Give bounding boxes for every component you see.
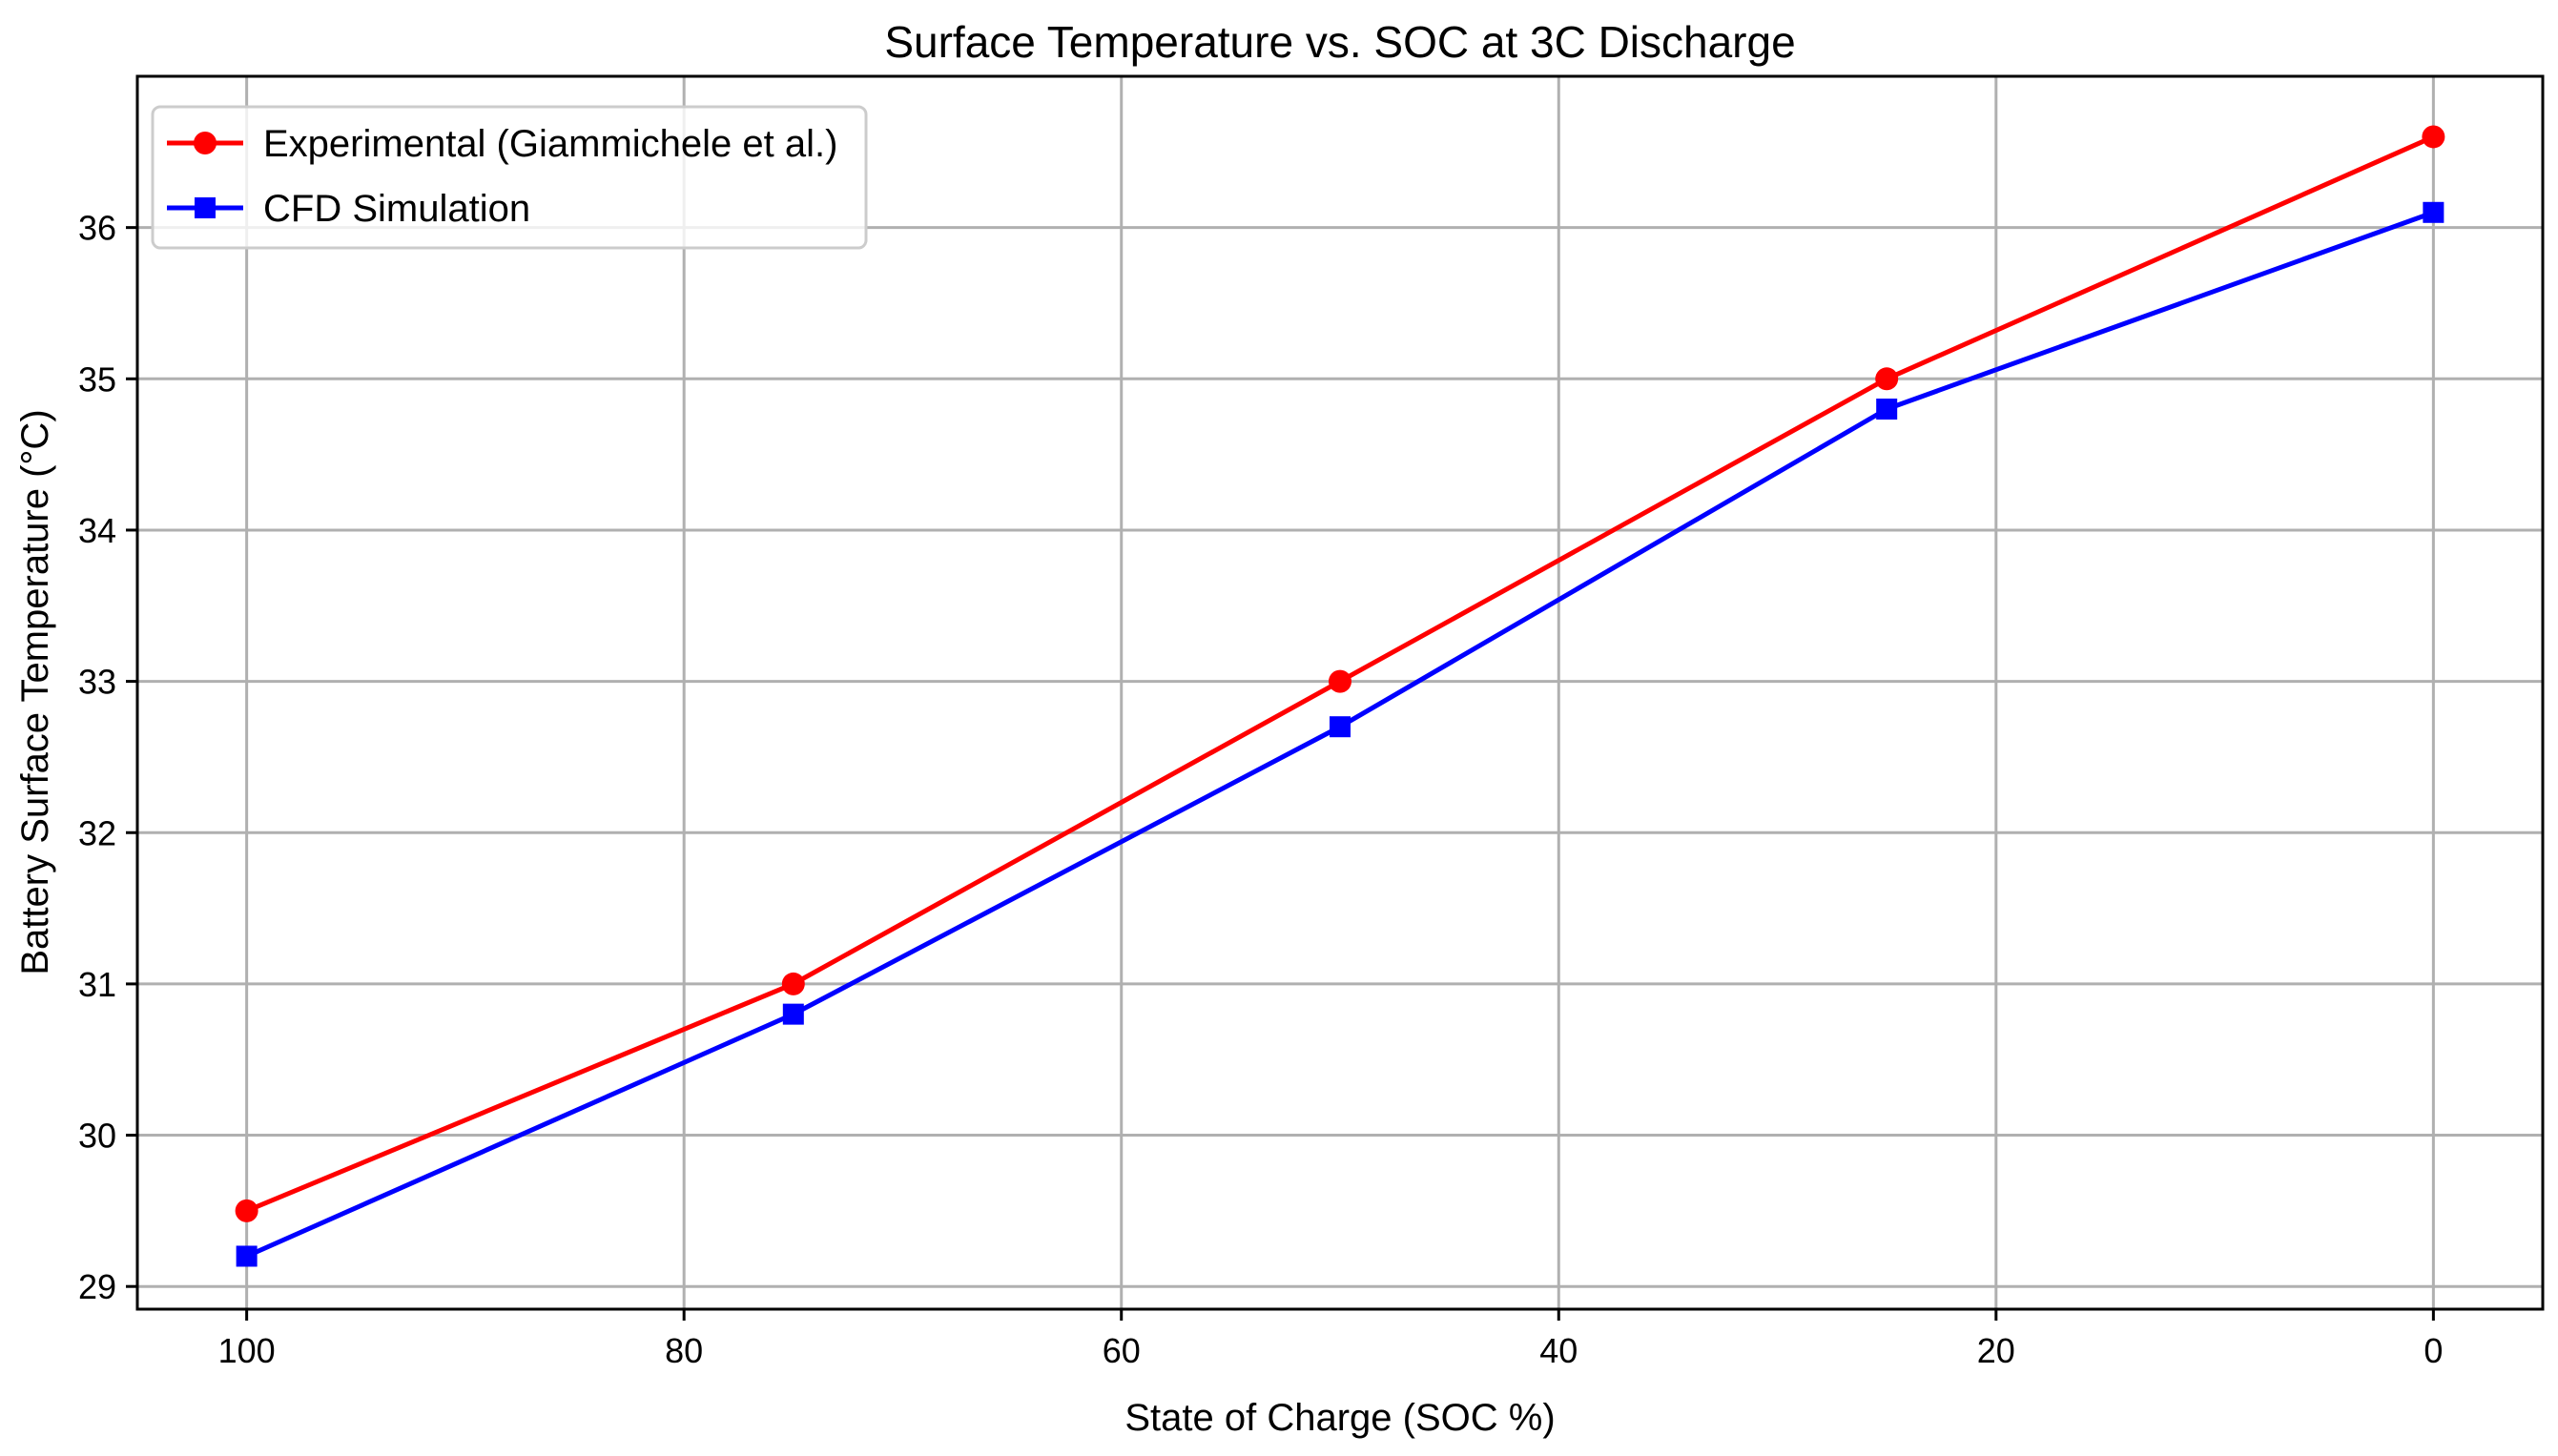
data-point — [1330, 716, 1351, 738]
data-point — [782, 1003, 804, 1025]
y-tick-label: 30 — [78, 1117, 116, 1156]
legend-label: CFD Simulation — [263, 188, 530, 230]
x-tick-label: 80 — [665, 1331, 703, 1370]
data-point — [781, 972, 805, 995]
data-point — [1329, 669, 1351, 693]
y-tick-label: 33 — [78, 663, 116, 702]
legend-label: Experimental (Giammichele et al.) — [263, 123, 837, 165]
data-point — [2423, 201, 2445, 223]
y-tick-label: 29 — [78, 1267, 116, 1306]
legend-marker — [194, 132, 217, 154]
x-tick-label: 0 — [2424, 1331, 2443, 1370]
data-point — [1876, 399, 1898, 420]
x-tick-label: 20 — [1977, 1331, 2015, 1370]
series-layer — [235, 125, 2445, 1267]
legend-marker — [195, 197, 216, 218]
y-tick-label: 35 — [78, 359, 116, 399]
legend-box — [151, 105, 868, 250]
y-tick-label: 34 — [78, 511, 116, 550]
x-tick-label: 40 — [1539, 1331, 1578, 1370]
chart-title: Surface Temperature vs. SOC at 3C Discha… — [884, 17, 1795, 67]
x-tick-label: 100 — [218, 1331, 276, 1370]
series-2 — [236, 201, 2445, 1267]
x-axis-label: State of Charge (SOC %) — [1124, 1397, 1555, 1439]
data-point — [236, 1245, 258, 1267]
data-point — [2422, 125, 2445, 149]
y-tick-label: 36 — [78, 209, 116, 248]
series-1 — [235, 125, 2445, 1222]
x-tick-label: 60 — [1103, 1331, 1141, 1370]
y-tick-label: 31 — [78, 965, 116, 1004]
y-axis-label: Battery Surface Temperature (°C) — [14, 409, 56, 974]
plot-frame — [135, 74, 2545, 1311]
data-point — [235, 1199, 258, 1222]
axis-ticks: 100 80 60 40 20 0 29 30 31 32 33 34 35 36 — [78, 209, 2443, 1370]
data-point — [1875, 367, 1899, 391]
grid-lines — [137, 76, 2543, 1309]
y-tick-label: 32 — [78, 813, 116, 852]
legend: Experimental (Giammichele et al.) CFD Sim… — [151, 105, 868, 250]
